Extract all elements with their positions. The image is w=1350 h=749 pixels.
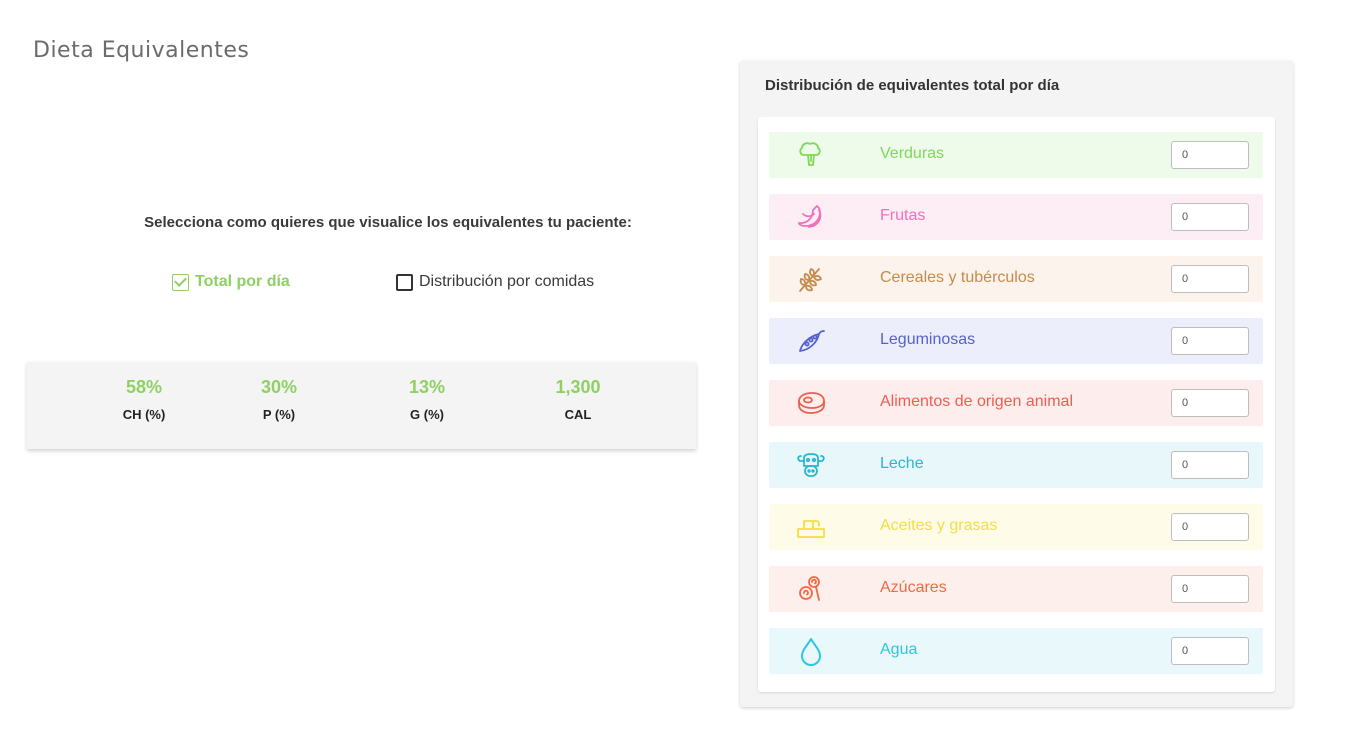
butter-icon [795, 512, 827, 542]
stat-label: G (%) [410, 407, 444, 422]
food-label: Agua [880, 641, 918, 658]
stat-label: P (%) [262, 407, 296, 422]
food-label: Verduras [880, 145, 945, 162]
food-row-cereales: Cereales y tubérculos [769, 256, 1263, 302]
azucares-input[interactable] [1171, 575, 1249, 603]
stat-value: 13% [408, 377, 446, 397]
food-row-verduras: Verduras [769, 132, 1263, 178]
panel-title: Distribución de equivalentes total por d… [765, 77, 1060, 94]
food-row-leche: Leche [769, 442, 1263, 488]
leche-input[interactable] [1171, 451, 1249, 479]
macro-summary-card: 58% CH (%) 30% P (%) 13% G (%) 1,300 CAL [27, 362, 696, 449]
food-group-list: Verduras Frutas [758, 117, 1275, 692]
view-options: Total por día Distribución por comidas [0, 273, 776, 297]
stat-cal: 1,300 CAL [518, 377, 638, 422]
stat-value: 1,300 [555, 377, 601, 397]
cow-icon [795, 450, 827, 480]
option-distribucion-por-comidas[interactable]: Distribución por comidas [396, 273, 594, 291]
food-row-agua: Agua [769, 628, 1263, 674]
food-label: Alimentos de origen animal [880, 393, 1073, 410]
stat-p: 30% P (%) [219, 377, 339, 422]
leguminosas-input[interactable] [1171, 327, 1249, 355]
agua-input[interactable] [1171, 637, 1249, 665]
lollipop-icon [795, 574, 827, 604]
food-row-leguminosas: Leguminosas [769, 318, 1263, 364]
broccoli-icon [795, 140, 827, 170]
frutas-input[interactable] [1171, 203, 1249, 231]
stat-value: 30% [260, 377, 298, 397]
option-label: Distribución por comidas [419, 273, 595, 290]
food-row-frutas: Frutas [769, 194, 1263, 240]
food-label: Azúcares [880, 579, 947, 596]
food-row-azucares: Azúcares [769, 566, 1263, 612]
checkbox-unchecked-icon[interactable] [396, 273, 413, 291]
food-label: Aceites y grasas [880, 517, 998, 534]
origen-animal-input[interactable] [1171, 389, 1249, 417]
food-label: Cereales y tubérculos [880, 269, 1035, 286]
stat-label: CAL [564, 407, 592, 422]
stat-g: 13% G (%) [367, 377, 487, 422]
option-label: Total por día [195, 273, 290, 290]
meat-icon [795, 388, 827, 418]
stat-label: CH (%) [122, 407, 166, 422]
distribution-panel: Distribución de equivalentes total por d… [740, 61, 1293, 707]
wheat-icon [795, 264, 827, 294]
page-title: Dieta Equivalentes [33, 38, 250, 63]
banana-icon [795, 202, 827, 232]
food-label: Leguminosas [880, 331, 976, 348]
verduras-input[interactable] [1171, 141, 1249, 169]
checkbox-checked-icon[interactable] [172, 273, 189, 291]
option-total-por-dia[interactable]: Total por día [172, 273, 290, 291]
food-row-origen-animal: Alimentos de origen animal [769, 380, 1263, 426]
food-label: Leche [880, 455, 924, 472]
stat-value: 58% [125, 377, 163, 397]
cereales-input[interactable] [1171, 265, 1249, 293]
food-row-aceites: Aceites y grasas [769, 504, 1263, 550]
food-label: Frutas [880, 207, 926, 224]
stat-ch: 58% CH (%) [84, 377, 204, 422]
water-drop-icon [795, 636, 827, 666]
view-prompt: Selecciona como quieres que visualice lo… [144, 214, 632, 231]
pea-pod-icon [795, 326, 827, 356]
aceites-input[interactable] [1171, 513, 1249, 541]
